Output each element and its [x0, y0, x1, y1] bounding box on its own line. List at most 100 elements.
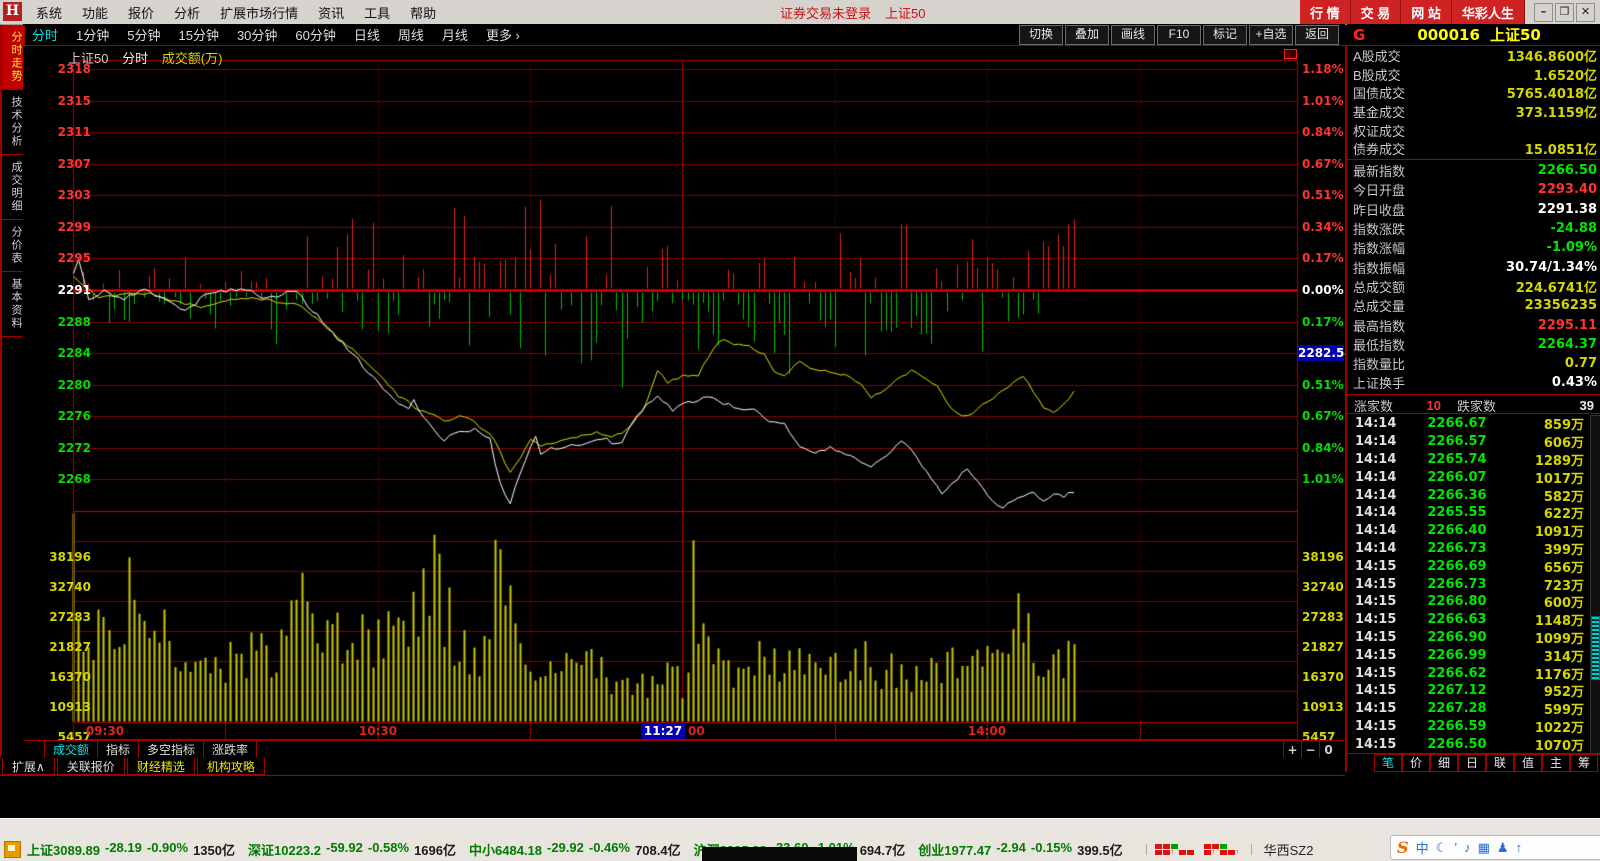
- ime-icon[interactable]: ☾: [1435, 839, 1448, 855]
- ime-icon[interactable]: ♟: [1496, 839, 1509, 855]
- symbol-header: G 000016 上证50: [1347, 24, 1600, 45]
- toolbar-button[interactable]: +自选: [1249, 25, 1293, 45]
- index-name-value: 创业1977.47: [918, 842, 992, 858]
- toolbar-button[interactable]: F10: [1157, 25, 1201, 45]
- indicator-tab[interactable]: 涨跌率: [204, 741, 258, 758]
- period-tab[interactable]: 月线: [441, 28, 468, 43]
- tick-price: 2266.36: [1427, 487, 1487, 503]
- titlebar-button[interactable]: 行 情: [1300, 0, 1351, 24]
- period-tab[interactable]: 分时: [32, 28, 59, 43]
- titlebar-button[interactable]: 网 站: [1401, 0, 1452, 24]
- menu-item[interactable]: 工具: [364, 5, 391, 21]
- tick-scrollbar[interactable]: [1590, 415, 1600, 755]
- info-row-value: 15.0851亿: [1524, 143, 1597, 159]
- tick-row: 14:14 2266.36 582万: [1347, 486, 1590, 505]
- toolbar-button[interactable]: 画线: [1111, 25, 1155, 45]
- indicator-tab[interactable]: 多空指标: [139, 741, 205, 758]
- period-tab[interactable]: 1分钟: [76, 28, 110, 43]
- toolbar-button[interactable]: 返回: [1295, 25, 1339, 45]
- quote-panel-tab[interactable]: 值: [1514, 754, 1542, 772]
- zoom-button[interactable]: +: [1283, 741, 1301, 758]
- pane-restore-icon[interactable]: [1284, 49, 1297, 59]
- percent-axis-label: 0.51%: [1302, 377, 1344, 392]
- info-row-label: 最新指数: [1353, 164, 1406, 180]
- tick-time: 14:14: [1355, 416, 1397, 432]
- ime-icon[interactable]: ↑: [1515, 840, 1523, 855]
- ime-logo-icon[interactable]: S: [1397, 838, 1409, 857]
- tick-time: 14:14: [1355, 487, 1397, 503]
- intraday-chart[interactable]: [23, 46, 1345, 740]
- quote-panel-tab[interactable]: 细: [1430, 754, 1458, 772]
- sidebar-tab[interactable]: 分时走势: [2, 25, 24, 90]
- volume-axis-label: 16370: [49, 670, 91, 684]
- toolbar-button[interactable]: 标记: [1203, 25, 1247, 45]
- menu-item[interactable]: 帮助: [410, 5, 437, 21]
- quote-panel-tab[interactable]: 联: [1486, 754, 1514, 772]
- quote-panel-tab[interactable]: 笔: [1374, 754, 1402, 772]
- close-button[interactable]: ✕: [1576, 2, 1595, 22]
- tick-volume: 582万: [1543, 489, 1584, 505]
- tick-row: 14:15 2266.90 1099万: [1347, 629, 1590, 647]
- period-tab[interactable]: 30分钟: [236, 28, 278, 43]
- tick-volume: 399万: [1543, 542, 1584, 558]
- menu-item[interactable]: 资讯: [318, 5, 345, 21]
- minimize-button[interactable]: –: [1534, 2, 1553, 22]
- tick-price: 2266.99: [1427, 647, 1487, 663]
- sidebar-tab[interactable]: 成交明细: [2, 155, 24, 220]
- period-tab[interactable]: 周线: [397, 28, 424, 43]
- index-percent: -0.15%: [1030, 839, 1073, 855]
- tick-time: 14:15: [1355, 701, 1397, 717]
- heat-cell: ↑: [1235, 848, 1240, 856]
- titlebar-button[interactable]: 交 易: [1350, 0, 1402, 24]
- quote-panel-tab[interactable]: 主: [1542, 754, 1570, 772]
- menu-item[interactable]: 功能: [82, 5, 109, 21]
- menu-item[interactable]: 系统: [36, 5, 63, 21]
- info-row-label: 今日开盘: [1353, 183, 1406, 199]
- quote-panel-tab[interactable]: 价: [1402, 754, 1430, 772]
- menu-item[interactable]: 扩展市场行情: [220, 5, 299, 21]
- extension-tab[interactable]: 扩展∧: [2, 758, 55, 775]
- price-axis-label: 2303: [57, 188, 91, 203]
- menu-item[interactable]: 分析: [174, 5, 201, 21]
- extension-tab[interactable]: 财经精选: [126, 758, 195, 775]
- period-tab[interactable]: 5分钟: [127, 28, 161, 43]
- period-tab[interactable]: 日线: [353, 28, 380, 43]
- extension-tab[interactable]: 机构攻略: [196, 758, 265, 775]
- toolbar-button[interactable]: 切换: [1019, 25, 1063, 45]
- sidebar-tab[interactable]: 基本资料: [2, 272, 24, 337]
- index-segment: 深证10223.2 -59.92 -0.58% 1696亿: [248, 840, 456, 859]
- extension-tab[interactable]: 关联报价: [56, 758, 125, 775]
- percent-axis-label: 0.51%: [1302, 188, 1344, 203]
- quote-panel-tab[interactable]: 筹: [1570, 754, 1598, 772]
- ime-icon[interactable]: ♪: [1464, 840, 1471, 855]
- toolbar-button[interactable]: 叠加: [1065, 25, 1109, 45]
- period-tab[interactable]: 60分钟: [295, 28, 336, 43]
- message-icon[interactable]: [4, 840, 21, 858]
- indicator-tab[interactable]: 成交额: [44, 741, 99, 758]
- period-tab[interactable]: 15分钟: [178, 28, 219, 43]
- tick-row: 14:15 2266.99 314万: [1347, 646, 1590, 665]
- indicator-tab[interactable]: 指标: [98, 741, 140, 758]
- ime-icon[interactable]: ▦: [1477, 839, 1490, 855]
- info-row-label: 最低指数: [1353, 337, 1406, 353]
- info-row: A股成交 1346.8600亿: [1347, 46, 1600, 65]
- quote-panel-tab[interactable]: 日: [1458, 754, 1486, 772]
- price-axis-label: 2284: [57, 346, 91, 361]
- ime-icon[interactable]: ’: [1454, 840, 1458, 855]
- menu-item[interactable]: 报价: [128, 5, 155, 21]
- tick-time: 14:15: [1355, 612, 1397, 628]
- ime-icon[interactable]: 中: [1415, 841, 1429, 856]
- sidebar-tab[interactable]: 分价表: [2, 220, 24, 272]
- index-amount: 399.5亿: [1077, 842, 1123, 858]
- titlebar-button[interactable]: 华彩人生: [1451, 0, 1525, 24]
- zoom-button[interactable]: 0: [1319, 741, 1337, 758]
- scrollbar-thumb[interactable]: [1591, 616, 1600, 680]
- period-tab[interactable]: 更多 ›: [485, 28, 520, 43]
- ime-bar: S 中 ☾ ’ ♪ ▦ ♟ ↑: [1390, 835, 1600, 860]
- tick-price: 2266.07: [1427, 469, 1487, 485]
- zoom-button[interactable]: −: [1301, 741, 1319, 758]
- sidebar-tab[interactable]: 技术分析: [2, 90, 24, 155]
- index-amount: 1350亿: [193, 842, 235, 858]
- tick-row: 14:15 2266.62 1176万: [1347, 664, 1590, 683]
- maximize-button[interactable]: ❐: [1555, 2, 1574, 22]
